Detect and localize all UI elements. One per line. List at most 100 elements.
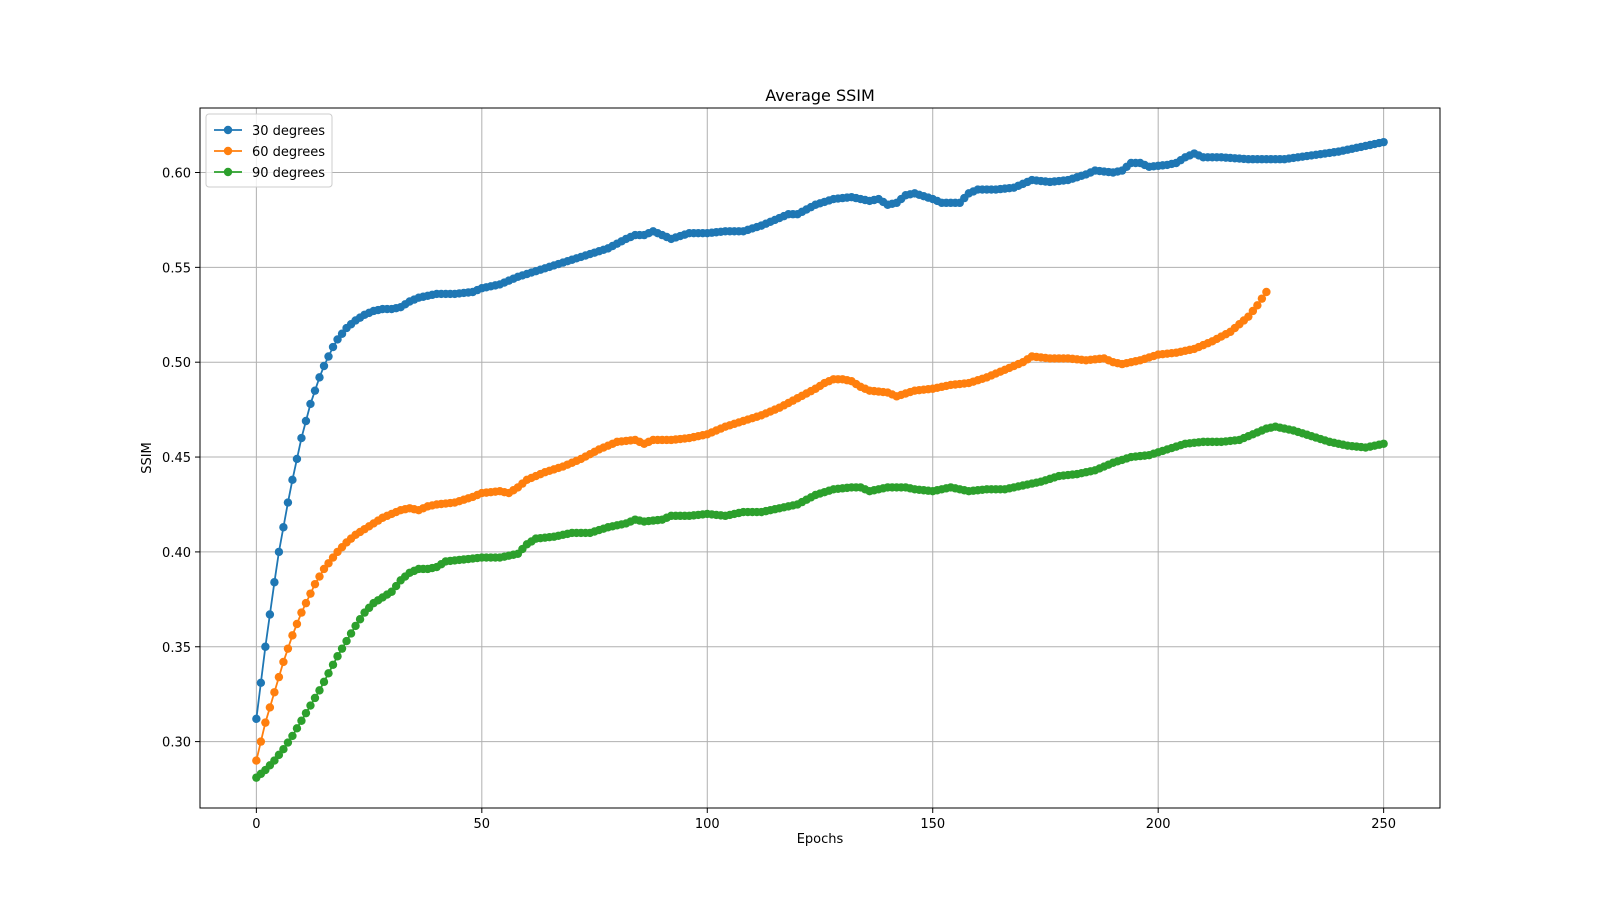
data-point — [265, 703, 275, 712]
legend-marker — [223, 146, 233, 156]
data-point — [288, 475, 297, 485]
plot-frame — [199, 107, 1441, 809]
data-point — [301, 416, 311, 426]
data-point — [387, 587, 396, 596]
data-point — [315, 686, 324, 695]
data-point — [256, 678, 266, 687]
legend-item: 30 degrees — [214, 124, 325, 139]
series-90-degrees — [252, 422, 1388, 782]
data-point — [270, 688, 279, 697]
data-point — [270, 578, 279, 587]
data-point — [351, 621, 360, 631]
data-point — [292, 454, 302, 464]
data-point — [288, 731, 297, 741]
data-point — [306, 399, 315, 409]
tick-layer: 0 50 100 150 200 250 0.30 0.35 0.40 0.45 0.50 0.55 0… — [162, 166, 1396, 832]
legend-label: 30 degrees — [252, 124, 325, 139]
series-line — [255, 141, 1384, 719]
y-tick-label: 0.30 — [162, 736, 191, 751]
x-tick-label: 150 — [920, 817, 945, 832]
x-tick-label: 0 — [252, 817, 260, 832]
legend-marker — [223, 167, 233, 177]
data-point — [306, 589, 315, 598]
legend-label: 60 degrees — [252, 145, 325, 160]
data-point — [328, 553, 338, 562]
data-point — [288, 631, 297, 640]
data-point — [283, 644, 293, 653]
data-point — [324, 669, 333, 678]
data-point — [1379, 439, 1388, 448]
legend-label: 90 degrees — [252, 166, 325, 181]
data-point — [301, 598, 311, 608]
data-point — [333, 652, 342, 661]
data-point — [355, 615, 365, 624]
data-point — [333, 335, 342, 344]
legend: 30 degrees 60 degrees 90 degrees — [205, 113, 333, 188]
series-layer — [252, 137, 1388, 782]
x-tick-label: 100 — [695, 817, 720, 832]
data-point — [274, 750, 284, 760]
data-point — [279, 744, 288, 754]
data-point — [328, 660, 338, 669]
x-axis-label: Epochs — [797, 832, 844, 847]
data-point — [261, 718, 270, 727]
data-point — [297, 608, 306, 617]
y-tick-label: 0.40 — [162, 546, 191, 561]
x-tick-label: 250 — [1371, 817, 1396, 832]
data-point — [319, 361, 329, 371]
data-point — [283, 738, 293, 747]
data-point — [256, 737, 266, 746]
data-point — [297, 716, 306, 725]
x-tick-label: 50 — [474, 817, 491, 832]
series-line — [255, 425, 1384, 779]
data-point — [315, 572, 324, 581]
data-point — [292, 619, 302, 629]
x-tick-label: 200 — [1146, 817, 1171, 832]
data-point — [337, 644, 347, 653]
data-point — [301, 708, 311, 718]
data-point — [265, 610, 275, 619]
data-point — [310, 579, 320, 589]
series-60-degrees — [252, 287, 1271, 765]
legend-marker — [223, 125, 233, 135]
data-point — [337, 329, 347, 338]
y-tick-label: 0.45 — [162, 451, 191, 466]
data-point — [261, 642, 270, 651]
data-point — [297, 433, 306, 443]
data-point — [1379, 137, 1388, 147]
chart-title: Average SSIM — [765, 86, 875, 105]
data-point — [319, 677, 329, 687]
data-point — [310, 693, 320, 703]
legend-box — [205, 113, 333, 188]
data-point — [283, 498, 293, 507]
data-point — [324, 559, 333, 568]
y-tick-label: 0.50 — [162, 356, 191, 371]
grid-layer — [200, 108, 1440, 808]
data-point — [324, 352, 333, 361]
data-point — [310, 386, 320, 395]
data-point — [279, 523, 288, 532]
y-axis-label: SSIM — [140, 442, 155, 474]
series-30-degrees — [252, 137, 1388, 724]
data-point — [1248, 306, 1258, 316]
data-point — [1253, 301, 1262, 310]
data-point — [319, 564, 329, 574]
data-point — [252, 756, 261, 765]
data-point — [1244, 312, 1253, 321]
data-point — [1262, 287, 1271, 297]
data-point — [391, 581, 401, 591]
data-point — [306, 701, 315, 710]
legend-item: 90 degrees — [214, 166, 325, 181]
data-point — [292, 724, 302, 733]
data-point — [346, 629, 356, 638]
data-point — [342, 636, 351, 646]
data-point — [328, 342, 338, 352]
data-point — [270, 756, 279, 765]
y-tick-label: 0.60 — [162, 166, 191, 181]
y-tick-label: 0.55 — [162, 261, 191, 276]
y-tick-label: 0.35 — [162, 641, 191, 656]
data-point — [274, 672, 284, 682]
data-point — [315, 373, 324, 382]
